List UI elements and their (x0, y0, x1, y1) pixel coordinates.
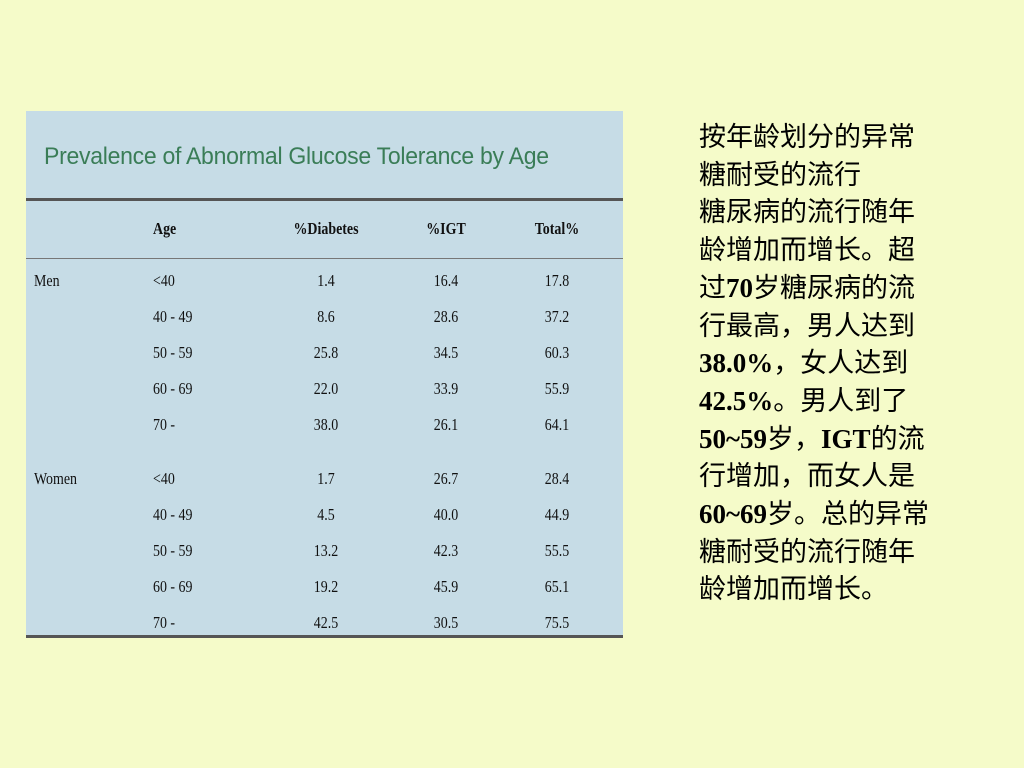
text-line: 糖耐受的流行 (699, 159, 861, 191)
cell-age: <40 (153, 469, 175, 488)
cell-total: 60.3 (544, 343, 570, 362)
text-line: 行增加，而女人是 (699, 461, 915, 493)
group-label: Men (34, 271, 60, 290)
cell-total: 55.9 (544, 379, 570, 398)
header-diabetes: %Diabetes (293, 219, 359, 238)
group-label: Women (34, 469, 78, 488)
text-line: 60~69岁。总的异常 (699, 499, 930, 531)
cell-igt: 33.9 (433, 379, 459, 398)
cell-diabetes: 13.2 (313, 541, 339, 560)
cell-age: 50 - 59 (153, 541, 193, 560)
cell-igt: 30.5 (433, 613, 459, 632)
cell-total: 55.5 (544, 541, 570, 560)
header-total: Total% (534, 219, 580, 238)
prevalence-table: Prevalence of Abnormal Glucose Tolerance… (26, 111, 623, 638)
cell-age: 50 - 59 (153, 343, 193, 362)
cell-total: 65.1 (544, 577, 570, 596)
cell-igt: 40.0 (433, 505, 459, 524)
explanatory-text: 按年龄划分的异常 糖耐受的流行糖尿病的流行随年 龄增加而增长。超 过70岁糖尿病的流行… (699, 119, 999, 609)
cell-age: 40 - 49 (153, 505, 193, 524)
cell-diabetes: 4.5 (317, 505, 335, 524)
cell-igt: 26.7 (433, 469, 459, 488)
cell-igt: 28.6 (433, 307, 459, 326)
text-line: 42.5%。男人到了 (699, 385, 909, 417)
text-line: 38.0%，女人达到 (699, 348, 909, 380)
cell-diabetes: 1.7 (317, 469, 335, 488)
cell-diabetes: 42.5 (313, 613, 339, 632)
text-line: 龄增加而增长。 (699, 574, 888, 606)
cell-diabetes: 25.8 (313, 343, 339, 362)
cell-age: 40 - 49 (153, 307, 193, 326)
cell-age: 70 - (153, 415, 176, 434)
cell-total: 28.4 (544, 469, 570, 488)
cell-total: 44.9 (544, 505, 570, 524)
cell-total: 37.2 (544, 307, 570, 326)
table-top-rule (26, 198, 623, 201)
cell-age: 60 - 69 (153, 577, 193, 596)
cell-age: 60 - 69 (153, 379, 193, 398)
text-line: 糖尿病的流行随年 (699, 197, 915, 229)
cell-age: 70 - (153, 613, 176, 632)
table-title: Prevalence of Abnormal Glucose Tolerance… (44, 143, 549, 170)
cell-diabetes: 38.0 (313, 415, 339, 434)
cell-diabetes: 19.2 (313, 577, 339, 596)
text-line: 50~59岁，IGT的流 (699, 423, 925, 455)
cell-total: 64.1 (544, 415, 570, 434)
cell-igt: 45.9 (433, 577, 459, 596)
header-age: Age (153, 219, 177, 238)
cell-igt: 34.5 (433, 343, 459, 362)
cell-total: 75.5 (544, 613, 570, 632)
text-line: 龄增加而增长。超 (699, 235, 915, 267)
table-header-rule (26, 258, 623, 259)
cell-diabetes: 8.6 (317, 307, 335, 326)
cell-igt: 42.3 (433, 541, 459, 560)
text-line: 按年龄划分的异常 (699, 122, 915, 153)
cell-igt: 16.4 (433, 271, 459, 290)
text-line: 糖耐受的流行随年 (699, 536, 915, 568)
cell-igt: 26.1 (433, 415, 459, 434)
text-line: 过70岁糖尿病的流 (699, 272, 915, 304)
cell-diabetes: 1.4 (317, 271, 335, 290)
cell-diabetes: 22.0 (313, 379, 339, 398)
text-line: 行最高，男人达到 (699, 310, 915, 342)
header-igt: %IGT (426, 219, 466, 238)
cell-total: 17.8 (544, 271, 570, 290)
cell-age: <40 (153, 271, 175, 290)
